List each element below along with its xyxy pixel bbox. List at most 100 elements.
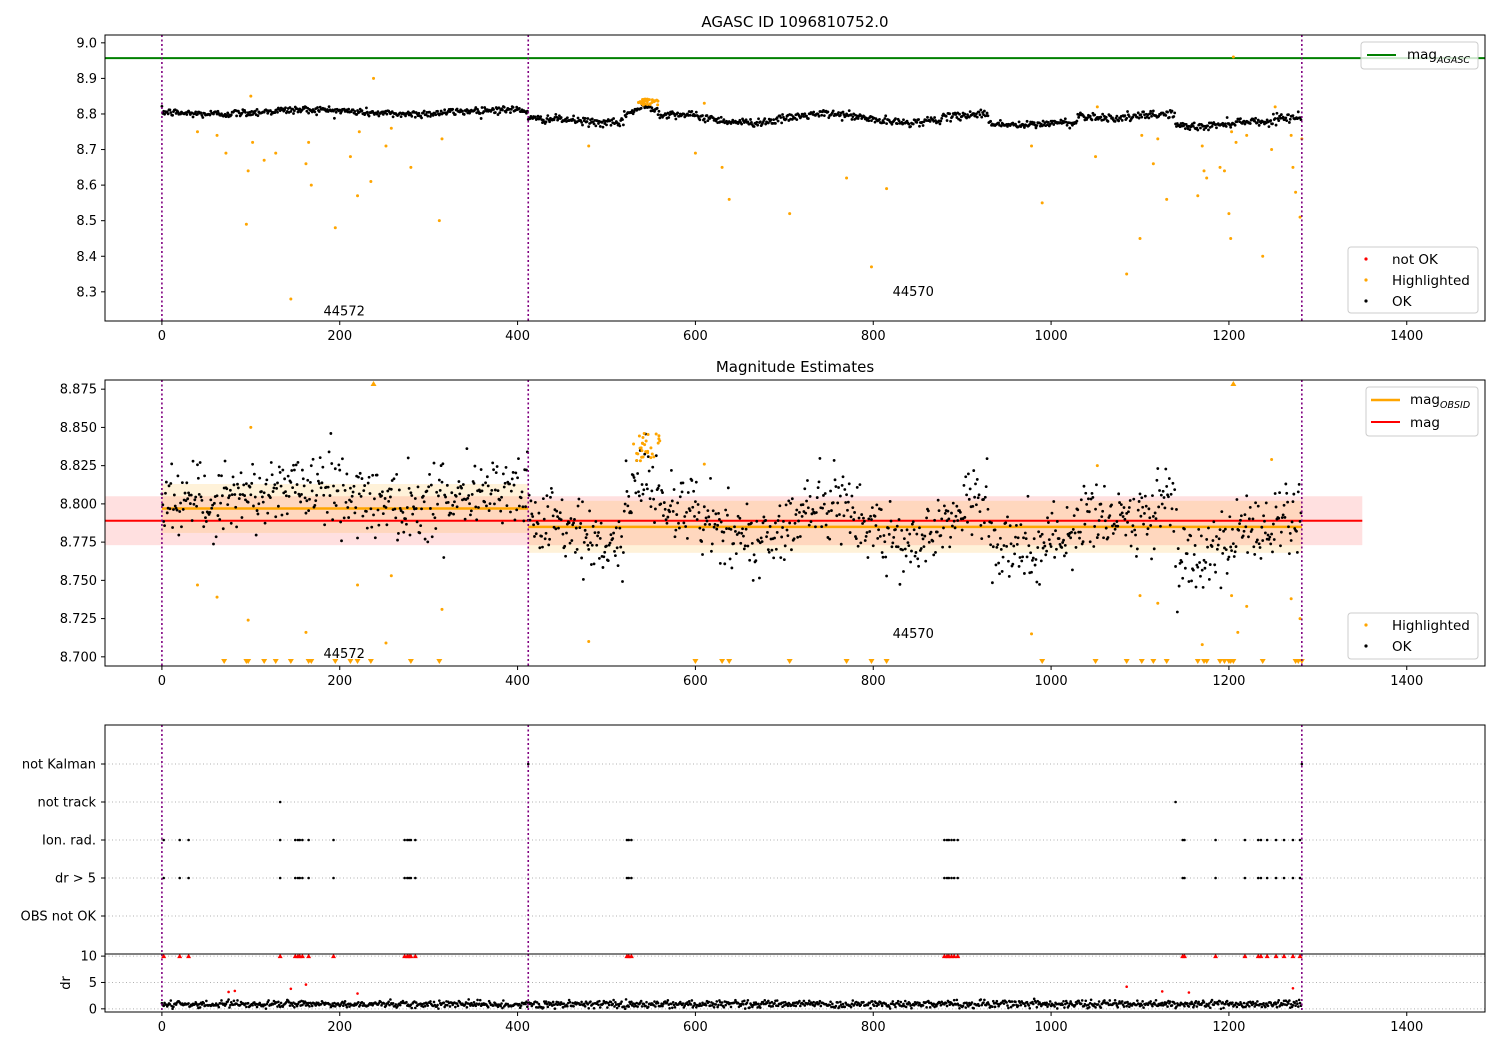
ok-point bbox=[465, 1005, 469, 1009]
ok-point bbox=[1087, 497, 1090, 501]
ok-point bbox=[582, 540, 586, 544]
ok-point bbox=[828, 537, 832, 541]
ok-point bbox=[1226, 558, 1230, 561]
ok-point bbox=[1127, 115, 1131, 118]
ok-point bbox=[357, 492, 361, 496]
ok-point bbox=[937, 509, 941, 513]
ok-point bbox=[201, 511, 205, 514]
ok-point bbox=[806, 479, 809, 482]
ok-point bbox=[341, 483, 345, 487]
capped-marker bbox=[277, 953, 283, 959]
below-range-marker bbox=[843, 659, 850, 664]
ok-point bbox=[1106, 119, 1110, 123]
ok-point bbox=[619, 545, 623, 549]
ok-point bbox=[942, 504, 946, 508]
ok-point bbox=[1166, 110, 1169, 114]
ok-point bbox=[779, 556, 783, 560]
ok-point bbox=[876, 536, 880, 540]
ok-point bbox=[741, 527, 744, 531]
highlighted-point bbox=[1291, 165, 1295, 169]
ok-point bbox=[264, 482, 268, 486]
ok-point bbox=[554, 113, 558, 116]
ok-point bbox=[999, 124, 1003, 128]
flag-point bbox=[950, 838, 953, 842]
ok-point bbox=[412, 505, 415, 509]
ok-point bbox=[871, 544, 875, 548]
ok-point bbox=[449, 511, 453, 515]
ok-point bbox=[745, 502, 749, 506]
ok-point bbox=[663, 507, 667, 511]
ok-point bbox=[833, 478, 837, 482]
ok-point bbox=[226, 1000, 230, 1003]
ok-point bbox=[1075, 119, 1079, 123]
below-range-marker bbox=[719, 659, 726, 664]
ok-point bbox=[1195, 563, 1199, 567]
ok-point bbox=[327, 450, 331, 454]
ok-point bbox=[1195, 1005, 1199, 1008]
ok-point bbox=[637, 494, 641, 498]
ok-point bbox=[1165, 1001, 1168, 1005]
ok-point bbox=[1061, 1003, 1064, 1007]
flag-point bbox=[945, 838, 949, 842]
ok-point bbox=[1116, 1005, 1120, 1009]
ok-point bbox=[360, 109, 364, 113]
ok-point bbox=[509, 510, 512, 514]
ok-point bbox=[1039, 534, 1042, 538]
x-tick-label: 0 bbox=[158, 1020, 166, 1035]
ok-point bbox=[790, 497, 794, 501]
ok-point bbox=[690, 479, 694, 482]
ok-point bbox=[830, 509, 833, 512]
ok-point bbox=[1194, 999, 1198, 1003]
x-tick-label: 400 bbox=[505, 674, 530, 689]
ok-point bbox=[936, 498, 940, 502]
ok-point bbox=[903, 547, 907, 551]
ok-point bbox=[255, 107, 259, 111]
ok-point bbox=[879, 508, 883, 511]
ok-point bbox=[749, 118, 752, 121]
ok-point bbox=[347, 107, 351, 111]
ok-point bbox=[398, 506, 402, 510]
ok-point bbox=[666, 999, 670, 1002]
ok-point bbox=[916, 557, 920, 561]
ok-point bbox=[766, 1001, 769, 1005]
ok-point bbox=[546, 1005, 550, 1009]
ok-point bbox=[1069, 1000, 1072, 1003]
ok-point bbox=[592, 562, 596, 566]
ok-point bbox=[982, 521, 986, 525]
ok-point bbox=[703, 120, 707, 124]
ok-point bbox=[598, 125, 602, 128]
ok-point bbox=[476, 107, 479, 111]
ok-point bbox=[519, 1004, 523, 1007]
ok-point bbox=[384, 1004, 388, 1007]
ok-point bbox=[631, 112, 635, 116]
ok-point bbox=[777, 514, 781, 518]
ok-point bbox=[377, 114, 381, 118]
ok-point bbox=[861, 522, 864, 525]
ok-point bbox=[1113, 999, 1117, 1002]
ok-point bbox=[836, 1001, 839, 1004]
ok-point bbox=[240, 516, 244, 519]
ok-point bbox=[232, 483, 236, 487]
flag-point bbox=[1265, 838, 1269, 842]
ok-point bbox=[1246, 551, 1249, 554]
ok-point bbox=[744, 527, 748, 531]
ok-point bbox=[474, 505, 478, 509]
ok-point bbox=[1263, 519, 1266, 523]
ok-point bbox=[1208, 1002, 1211, 1005]
ok-point bbox=[478, 1002, 481, 1006]
ok-point bbox=[419, 524, 423, 528]
ok-point bbox=[978, 510, 982, 513]
ok-point bbox=[1234, 545, 1238, 548]
ok-point bbox=[1088, 1005, 1091, 1009]
ok-point bbox=[1114, 116, 1118, 120]
highlighted-point bbox=[1270, 148, 1274, 152]
ok-point bbox=[1032, 121, 1036, 125]
ok-point bbox=[964, 475, 968, 479]
ok-point bbox=[468, 502, 471, 506]
ok-point bbox=[1123, 517, 1127, 521]
ok-point bbox=[649, 505, 653, 509]
ok-point bbox=[965, 493, 969, 497]
ok-point bbox=[363, 484, 367, 487]
ok-point bbox=[395, 472, 399, 476]
ok-point bbox=[381, 490, 384, 494]
